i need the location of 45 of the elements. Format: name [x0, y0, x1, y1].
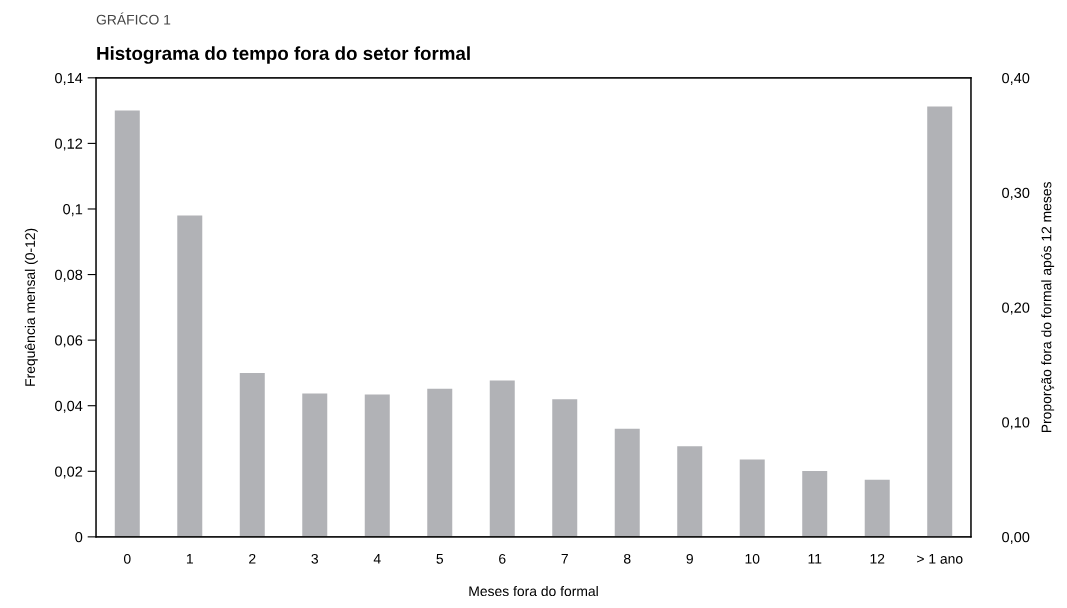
bar — [177, 215, 203, 537]
bar — [864, 479, 890, 537]
bar — [239, 372, 265, 537]
x-tick-label: 1 — [186, 554, 193, 564]
y-tick-label: 0,02 — [55, 466, 83, 479]
x-tick-label: 7 — [561, 554, 568, 564]
y-tick-label: 0,14 — [55, 72, 83, 85]
y-tick-label: 0,1 — [63, 204, 83, 217]
chart-title: Histograma do tempo fora do setor formal — [97, 46, 470, 64]
bar — [364, 394, 390, 537]
y2-tick-label: 0,00 — [1002, 531, 1030, 545]
x-tick-label: 9 — [686, 553, 693, 564]
x-tick-label: > 1 ano — [917, 554, 963, 564]
x-tick-label: 0 — [123, 553, 131, 564]
x-tick-label: 12 — [870, 553, 885, 564]
x-axis-title: Meses fora do formal — [469, 585, 598, 597]
y2-tick-label: 0,40 — [1002, 72, 1030, 85]
y-tick-label: 0,06 — [55, 335, 83, 348]
bar — [427, 388, 453, 537]
bar — [802, 470, 828, 537]
y2-tick-label: 0,10 — [1002, 417, 1030, 430]
y-tick-label: 0,08 — [55, 269, 83, 282]
x-tick-label: 10 — [745, 553, 760, 564]
bar — [302, 393, 328, 537]
y-axis-title: Frequência mensal (0-12) — [24, 228, 38, 386]
x-tick-label: 6 — [499, 553, 506, 564]
y2-axis-title: Proporção fora do formal após 12 meses — [1041, 182, 1055, 433]
text: GRÁFICO 1 — [96, 12, 171, 25]
x-tick-label: 4 — [373, 554, 381, 564]
bar — [677, 446, 703, 537]
x-tick-label: 3 — [311, 553, 319, 564]
x-tick-label: 11 — [808, 554, 822, 564]
y-tick-label: 0,04 — [55, 400, 83, 413]
bar — [739, 459, 765, 537]
y2-tick-label: 0,30 — [1002, 187, 1030, 200]
bar — [552, 399, 578, 537]
y-tick-label: 0,12 — [55, 138, 83, 151]
y2-tick-label: 0,20 — [1002, 302, 1030, 315]
bar — [114, 110, 140, 537]
bar — [489, 380, 515, 537]
x-tick-label: 2 — [249, 553, 256, 564]
y-tick-label: 0 — [75, 531, 83, 543]
x-tick-label: 8 — [623, 553, 631, 564]
x-tick-label: 5 — [436, 554, 444, 564]
bar — [614, 428, 640, 537]
